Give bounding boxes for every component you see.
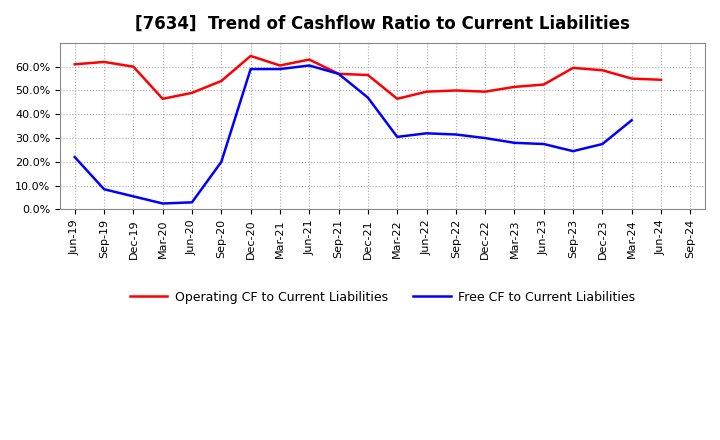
Free CF to Current Liabilities: [276, 66, 284, 72]
Free CF to Current Liabilities: [422, 131, 431, 136]
Operating CF to Current Liabilities: [71, 62, 79, 67]
Operating CF to Current Liabilities: [481, 89, 490, 94]
Operating CF to Current Liabilities: [657, 77, 665, 82]
Free CF to Current Liabilities: [627, 117, 636, 123]
Free CF to Current Liabilities: [100, 187, 109, 192]
Title: [7634]  Trend of Cashflow Ratio to Current Liabilities: [7634] Trend of Cashflow Ratio to Curren…: [135, 15, 630, 33]
Free CF to Current Liabilities: [71, 154, 79, 160]
Operating CF to Current Liabilities: [627, 76, 636, 81]
Free CF to Current Liabilities: [598, 141, 607, 147]
Operating CF to Current Liabilities: [569, 65, 577, 70]
Operating CF to Current Liabilities: [422, 89, 431, 94]
Free CF to Current Liabilities: [334, 71, 343, 77]
Operating CF to Current Liabilities: [246, 53, 255, 59]
Operating CF to Current Liabilities: [334, 71, 343, 77]
Free CF to Current Liabilities: [481, 136, 490, 141]
Legend: Operating CF to Current Liabilities, Free CF to Current Liabilities: Operating CF to Current Liabilities, Fre…: [125, 286, 640, 309]
Operating CF to Current Liabilities: [364, 72, 372, 77]
Operating CF to Current Liabilities: [217, 78, 225, 84]
Operating CF to Current Liabilities: [393, 96, 402, 102]
Line: Free CF to Current Liabilities: Free CF to Current Liabilities: [75, 66, 631, 204]
Operating CF to Current Liabilities: [598, 68, 607, 73]
Free CF to Current Liabilities: [217, 159, 225, 165]
Operating CF to Current Liabilities: [539, 82, 548, 87]
Free CF to Current Liabilities: [364, 95, 372, 100]
Free CF to Current Liabilities: [539, 141, 548, 147]
Free CF to Current Liabilities: [129, 194, 138, 199]
Operating CF to Current Liabilities: [305, 57, 314, 62]
Free CF to Current Liabilities: [451, 132, 460, 137]
Operating CF to Current Liabilities: [510, 84, 519, 90]
Free CF to Current Liabilities: [305, 63, 314, 68]
Free CF to Current Liabilities: [158, 201, 167, 206]
Free CF to Current Liabilities: [569, 149, 577, 154]
Free CF to Current Liabilities: [510, 140, 519, 146]
Operating CF to Current Liabilities: [276, 63, 284, 68]
Operating CF to Current Liabilities: [129, 64, 138, 70]
Free CF to Current Liabilities: [393, 134, 402, 139]
Operating CF to Current Liabilities: [188, 90, 197, 95]
Line: Operating CF to Current Liabilities: Operating CF to Current Liabilities: [75, 56, 661, 99]
Free CF to Current Liabilities: [188, 200, 197, 205]
Free CF to Current Liabilities: [246, 66, 255, 72]
Operating CF to Current Liabilities: [451, 88, 460, 93]
Operating CF to Current Liabilities: [100, 59, 109, 65]
Operating CF to Current Liabilities: [158, 96, 167, 102]
